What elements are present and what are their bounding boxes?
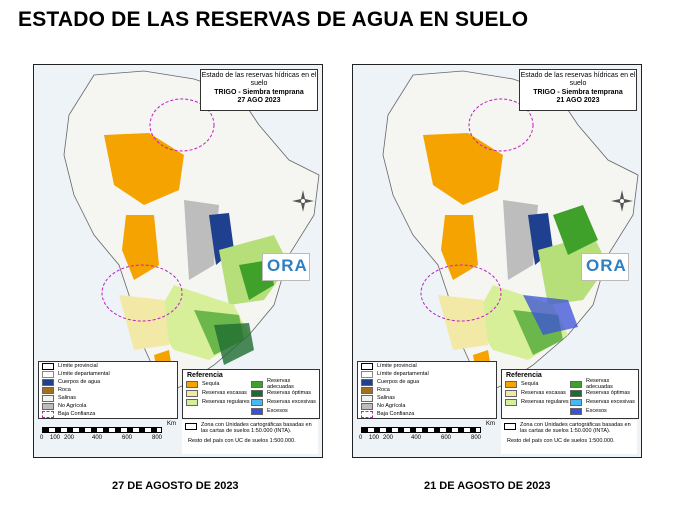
map-panel-left: Estado de las reservas hídricas en el su… xyxy=(33,64,323,458)
base-legend: Límite provincial Límite departamental C… xyxy=(38,361,178,419)
legend-row: No Agrícola xyxy=(39,402,177,410)
logo-text: ORA xyxy=(586,256,627,275)
scale-bar: Km 0 100 200 400 600 800 xyxy=(38,421,178,451)
scale-tick: 800 xyxy=(152,435,163,441)
note-2: Resto del país con UC de suelos 1:500.00… xyxy=(507,437,615,444)
reference-item: Reservas escasas xyxy=(505,389,570,397)
scale-tick: 800 xyxy=(471,435,482,441)
scale-tick: 200 xyxy=(64,435,75,441)
scale-bar-graphic xyxy=(42,427,162,433)
legend-row: Cuerpos de agua xyxy=(39,378,177,386)
reference-legend: Referencia Sequía Reservas adecuadas Res… xyxy=(182,369,320,419)
scale-tick: 400 xyxy=(411,435,422,441)
reference-item-empty xyxy=(505,407,570,415)
legend-row: Límite departamental xyxy=(39,370,177,378)
map-info-box: Estado de las reservas hídricas en el su… xyxy=(200,69,318,111)
ora-logo: ORA xyxy=(581,253,629,281)
reference-legend: Referencia Sequía Reservas adecuadas Res… xyxy=(501,369,639,419)
scale-unit: Km xyxy=(167,421,176,427)
reference-item: Reservas óptimas xyxy=(251,389,316,397)
note-1: Zona con Unidades cartográficas basadas … xyxy=(520,422,631,435)
scale-tick: 600 xyxy=(441,435,452,441)
legend-row: Baja Confianza xyxy=(39,410,177,418)
reference-item: Reservas excesivas xyxy=(570,398,635,406)
scale-tick: 0 xyxy=(40,435,44,441)
legend-row: Límite departamental xyxy=(358,370,496,378)
map-info-box: Estado de las reservas hídricas en el su… xyxy=(519,69,637,111)
reference-item-empty xyxy=(186,407,251,415)
info-subtitle: TRIGO - Siembra temprana xyxy=(533,88,623,96)
reference-item: Excesos xyxy=(570,407,635,415)
base-legend: Límite provincial Límite departamental C… xyxy=(357,361,497,419)
info-date: 27 AGO 2023 xyxy=(237,96,281,104)
reference-item: Reservas regulares xyxy=(186,398,251,406)
map-panel-right: Estado de las reservas hídricas en el su… xyxy=(352,64,642,458)
scale-tick: 100 xyxy=(369,435,380,441)
notes-box: Zona con Unidades cartográficas basadas … xyxy=(182,420,318,454)
caption-right: 21 DE AGOSTO DE 2023 xyxy=(424,480,551,492)
scale-tick: 600 xyxy=(122,435,133,441)
caption-left: 27 DE AGOSTO DE 2023 xyxy=(112,480,239,492)
scale-tick: 400 xyxy=(92,435,103,441)
reference-item: Reservas adecuadas xyxy=(251,378,316,390)
scale-unit: Km xyxy=(486,421,495,427)
page-title: ESTADO DE LAS RESERVAS DE AGUA EN SUELO xyxy=(18,8,529,31)
scale-tick: 0 xyxy=(359,435,363,441)
note-1: Zona con Unidades cartográficas basadas … xyxy=(201,422,312,435)
info-date: 21 AGO 2023 xyxy=(556,96,600,104)
reference-item: Excesos xyxy=(251,407,316,415)
legend-row: Salinas xyxy=(358,394,496,402)
reference-item: Sequía xyxy=(505,380,570,388)
reference-title: Referencia xyxy=(506,372,542,379)
note-2: Resto del país con UC de suelos 1:500.00… xyxy=(188,437,296,444)
scale-bar: Km 0 100 200 400 600 800 xyxy=(357,421,497,451)
info-title: Estado de las reservas hídricas en el su… xyxy=(201,72,317,88)
reference-item: Sequía xyxy=(186,380,251,388)
compass-icon xyxy=(291,189,315,213)
compass-icon xyxy=(610,189,634,213)
map-argentina-right xyxy=(382,70,639,396)
map-argentina-left xyxy=(63,70,320,396)
legend-row: Roca xyxy=(39,386,177,394)
legend-row: Roca xyxy=(358,386,496,394)
legend-row: Límite provincial xyxy=(39,362,177,370)
scale-tick: 100 xyxy=(50,435,61,441)
scale-bar-graphic xyxy=(361,427,481,433)
info-subtitle: TRIGO - Siembra temprana xyxy=(214,88,304,96)
reference-item: Reservas escasas xyxy=(186,389,251,397)
ora-logo: ORA xyxy=(262,253,310,281)
notes-box: Zona con Unidades cartográficas basadas … xyxy=(501,420,637,454)
reference-title: Referencia xyxy=(187,372,223,379)
reference-item: Reservas regulares xyxy=(505,398,570,406)
legend-row: Cuerpos de agua xyxy=(358,378,496,386)
reference-item: Reservas óptimas xyxy=(570,389,635,397)
legend-row: Baja Confianza xyxy=(358,410,496,418)
legend-row: No Agrícola xyxy=(358,402,496,410)
scale-tick: 200 xyxy=(383,435,394,441)
logo-text: ORA xyxy=(267,256,308,275)
reference-item: Reservas adecuadas xyxy=(570,378,635,390)
legend-row: Límite provincial xyxy=(358,362,496,370)
reference-item: Reservas excesivas xyxy=(251,398,316,406)
legend-row: Salinas xyxy=(39,394,177,402)
info-title: Estado de las reservas hídricas en el su… xyxy=(520,72,636,88)
